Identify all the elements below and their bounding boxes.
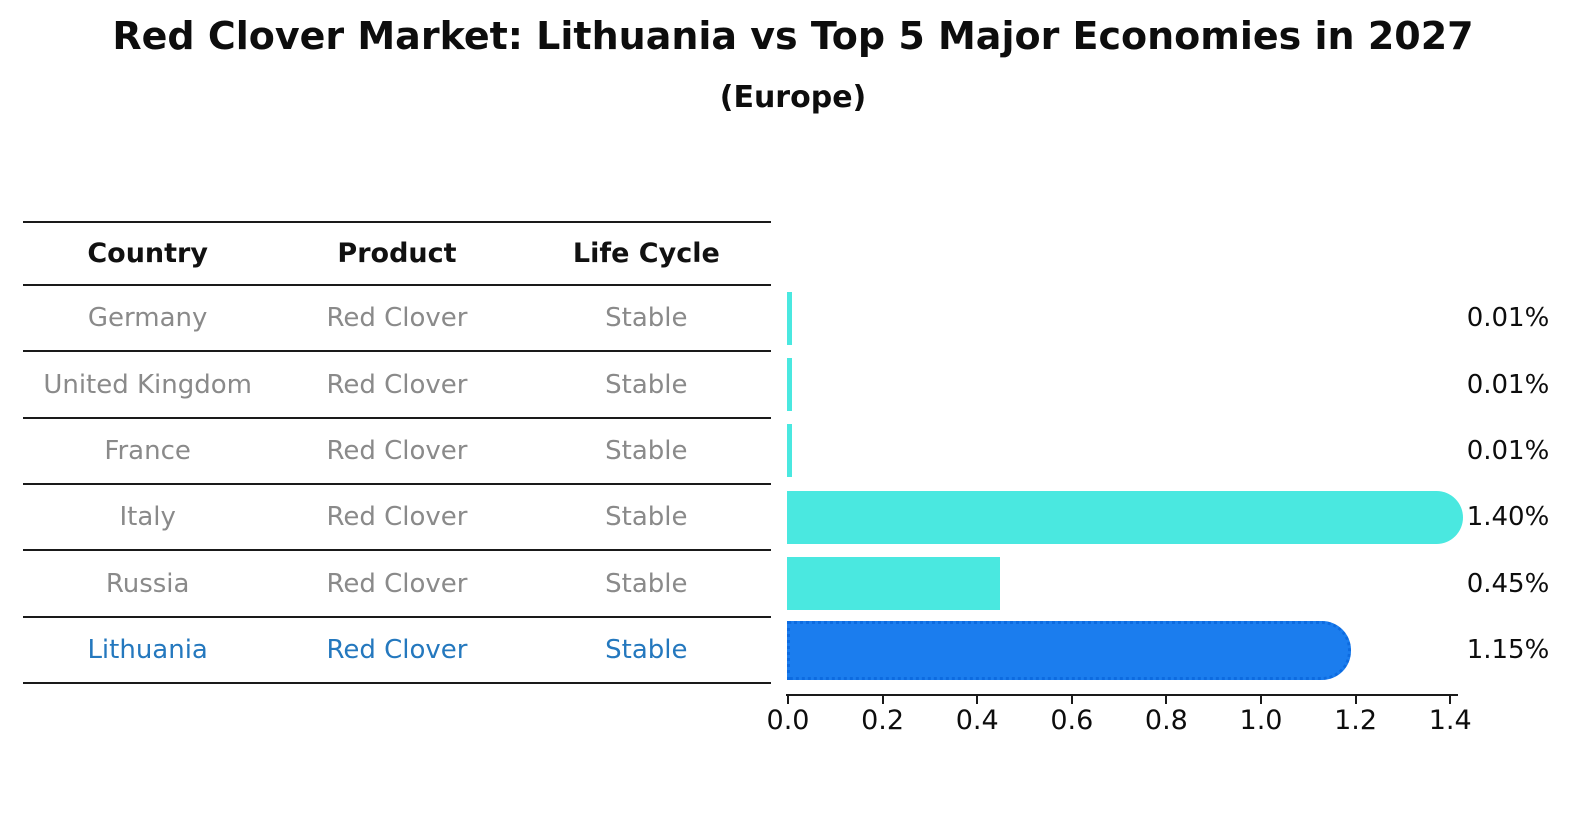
table-divider-line: [23, 616, 771, 618]
x-tick-label-7: 1.4: [1428, 705, 1472, 736]
x-tick-label-6: 1.2: [1334, 705, 1378, 736]
country-cell: Italy: [119, 502, 176, 533]
table-row-united-kingdom: United Kingdom Red Clover Stable: [23, 352, 771, 418]
table-divider-line: [23, 350, 771, 352]
chart-title: Red Clover Market: Lithuania vs Top 5 Ma…: [112, 14, 1474, 58]
table-row-france: France Red Clover Stable: [23, 418, 771, 484]
x-tick-mark: [787, 696, 789, 704]
x-tick-mark: [1354, 696, 1357, 704]
table-divider-line: [23, 417, 771, 419]
table-header-underline: [23, 284, 771, 286]
column-header-country: Country: [87, 237, 208, 269]
x-tick-label-4: 0.8: [1144, 705, 1188, 736]
chart-subtitle: (Europe): [719, 80, 867, 115]
x-tick-mark: [976, 696, 979, 704]
value-label-italy: 1.40%: [1466, 502, 1550, 533]
life-cycle-cell: Stable: [605, 634, 688, 665]
table-divider-line: [23, 483, 771, 485]
x-tick-label-5: 1.0: [1239, 705, 1283, 736]
x-tick-label-1: 0.2: [861, 705, 905, 736]
table-row-lithuania: Lithuania Red Clover Stable: [23, 617, 771, 683]
table-row-russia: Russia Red Clover Stable: [23, 551, 771, 617]
product-cell: Red Clover: [326, 568, 468, 599]
table-row-italy: Italy Red Clover Stable: [23, 484, 771, 550]
x-tick-label-2: 0.4: [955, 705, 999, 736]
x-tick-mark: [1165, 696, 1168, 704]
bar-russia: [787, 557, 1000, 610]
x-tick-mark: [1449, 696, 1452, 704]
life-cycle-cell: Stable: [605, 568, 688, 599]
country-cell: Germany: [87, 303, 208, 333]
country-cell: France: [104, 435, 191, 466]
value-label-russia: 0.45%: [1466, 568, 1550, 599]
bar-united-kingdom: [787, 358, 792, 411]
table-bottom-line: [23, 682, 771, 684]
table-divider-line: [23, 549, 771, 551]
product-cell: Red Clover: [326, 634, 468, 665]
x-tick-mark: [1070, 696, 1073, 704]
bar-germany: [787, 291, 792, 345]
country-cell: Russia: [105, 568, 190, 599]
product-cell: Red Clover: [326, 502, 468, 533]
product-cell: Red Clover: [326, 369, 468, 400]
value-label-united-kingdom: 0.01%: [1466, 369, 1550, 400]
life-cycle-cell: Stable: [605, 369, 688, 400]
country-cell: Lithuania: [87, 634, 208, 665]
column-header-product: Product: [337, 237, 457, 269]
table-row-germany: Germany Red Clover Stable: [23, 285, 771, 351]
country-cell: United Kingdom: [43, 369, 252, 400]
product-cell: Red Clover: [326, 435, 468, 466]
life-cycle-cell: Stable: [605, 303, 688, 333]
bar-italy: [787, 490, 1464, 544]
x-tick-label-3: 0.6: [1050, 705, 1094, 736]
value-label-germany: 0.01%: [1466, 303, 1550, 333]
x-tick-mark: [1260, 696, 1262, 704]
value-label-lithuania: 1.15%: [1466, 634, 1550, 665]
x-axis-line: [786, 694, 1458, 696]
life-cycle-cell: Stable: [605, 502, 688, 533]
product-cell: Red Clover: [326, 303, 468, 333]
value-label-france: 0.01%: [1466, 435, 1550, 466]
bar-france: [787, 424, 792, 478]
x-tick-mark: [881, 696, 884, 704]
life-cycle-cell: Stable: [605, 435, 688, 466]
bar-lithuania: [787, 620, 1351, 680]
table-top-line: [23, 221, 771, 223]
table-header-row: Country Product Life Cycle: [23, 220, 771, 286]
column-header-life-cycle: Life Cycle: [572, 237, 720, 269]
x-tick-label-0: 0.0: [766, 705, 810, 736]
